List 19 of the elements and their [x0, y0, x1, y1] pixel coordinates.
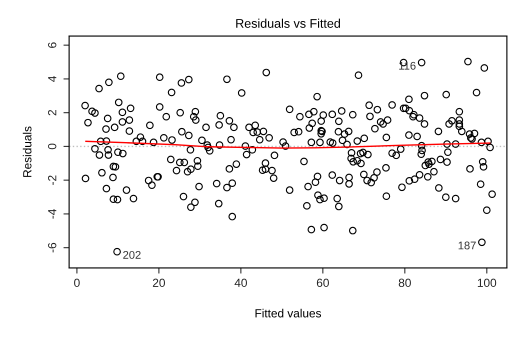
x-tick-label: 40: [234, 278, 247, 288]
x-tick-label: 20: [152, 278, 165, 288]
x-tick-label: 80: [398, 278, 411, 288]
y-axis-title: Residuals: [22, 126, 32, 177]
chart-title: Residuals vs Fitted: [236, 18, 340, 28]
y-tick-label: -2: [48, 176, 56, 185]
x-tick-label: 60: [316, 278, 329, 288]
y-tick-label: 0: [48, 144, 56, 150]
y-tick-label: 4: [48, 76, 56, 82]
annotation: 116: [399, 62, 416, 70]
y-tick-label: -6: [48, 242, 56, 252]
x-tick-label: 100: [478, 278, 496, 288]
annotation: 202: [123, 250, 141, 259]
x-axis-title: Fitted values: [256, 308, 322, 318]
annotation: 187: [458, 242, 476, 250]
x-tick-label: 0: [74, 278, 80, 288]
y-tick-label: 2: [48, 110, 56, 116]
y-tick-label: -4: [48, 209, 56, 219]
y-tick-label: 6: [48, 42, 56, 48]
